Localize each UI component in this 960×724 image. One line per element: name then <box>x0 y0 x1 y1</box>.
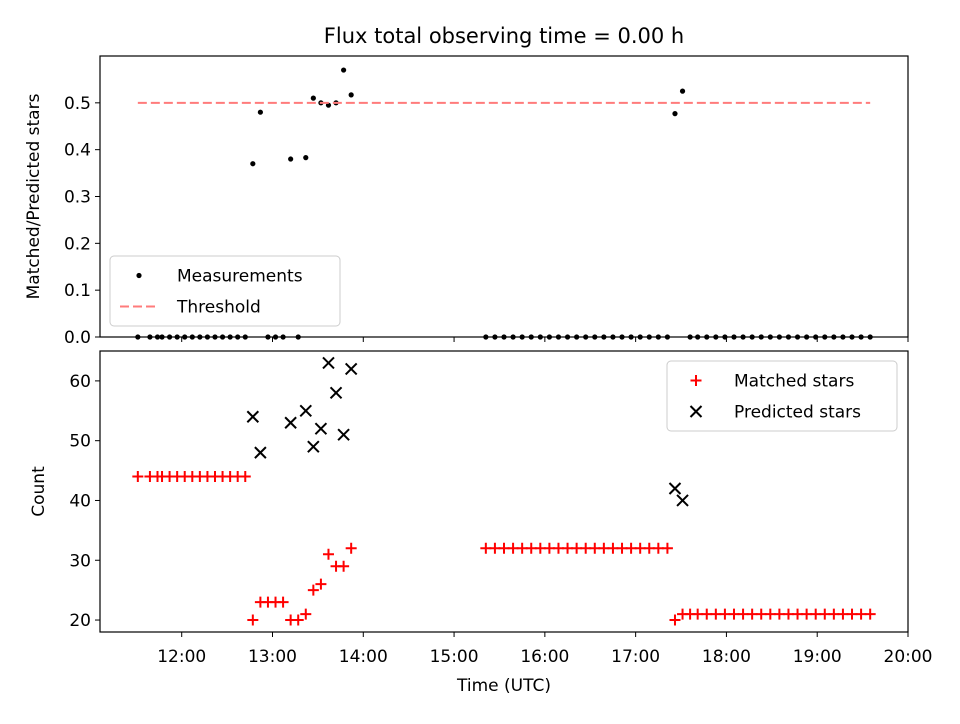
legend-box <box>109 255 341 327</box>
y-tick-label: 0.0 <box>64 328 91 348</box>
data-point <box>303 155 309 161</box>
data-point <box>300 608 312 620</box>
data-point <box>344 362 358 376</box>
x-tick-label: 14:00 <box>339 647 388 667</box>
data-point <box>288 156 294 162</box>
legend-swatch <box>689 405 703 418</box>
y-tick-label: 60 <box>69 372 91 392</box>
chart-title: Flux total observing time = 0.00 h <box>324 24 684 48</box>
y-tick-label: 50 <box>69 432 91 452</box>
data-point <box>322 356 335 370</box>
data-point <box>345 542 357 554</box>
data-point <box>668 482 682 495</box>
series-matched-stars <box>132 471 876 626</box>
series-predicted-stars <box>246 356 689 507</box>
data-point <box>247 614 259 626</box>
data-point <box>338 560 350 572</box>
legend-swatch <box>690 375 702 386</box>
data-point <box>257 109 263 115</box>
data-point <box>132 471 144 483</box>
data-point <box>254 446 267 459</box>
legend: Matched stars Predicted stars <box>666 360 898 432</box>
data-point <box>284 416 297 429</box>
data-point <box>315 578 327 590</box>
x-tick-label: 13:00 <box>248 647 297 667</box>
data-point <box>246 410 260 423</box>
data-point <box>310 95 316 101</box>
x-tick-label: 16:00 <box>520 647 569 667</box>
plot-frame <box>99 55 909 338</box>
y-tick-label: 0.1 <box>64 281 91 301</box>
y-tick-label: 30 <box>69 551 91 571</box>
x-tick-label: 12:00 <box>157 647 206 667</box>
plot-frame <box>99 350 909 633</box>
data-point <box>314 422 328 435</box>
data-point <box>239 471 251 483</box>
data-point <box>322 548 334 560</box>
y-tick-label: 0.5 <box>64 94 91 114</box>
x-tick-label: 18:00 <box>702 647 751 667</box>
data-point <box>672 111 678 117</box>
legend-box <box>666 360 898 432</box>
legend-label: Threshold <box>176 298 261 318</box>
data-point <box>292 614 304 626</box>
data-point <box>661 542 673 554</box>
y-tick-label: 0.4 <box>64 141 91 161</box>
legend-swatch <box>136 272 142 279</box>
legend-label: Predicted stars <box>734 403 861 423</box>
data-point <box>250 161 256 167</box>
x-tick-label: 20:00 <box>884 647 933 667</box>
data-point <box>341 67 347 73</box>
legend: Measurements Threshold <box>109 255 341 327</box>
x-tick-label: 17:00 <box>611 647 660 667</box>
legend-label: Matched stars <box>734 372 854 392</box>
data-point <box>348 92 354 98</box>
data-point <box>325 102 332 108</box>
panel-star-count: 20 30 40 50 60 12:00 13:00 14:00 15:00 16:00 17:00… <box>29 350 933 667</box>
data-point <box>676 494 689 507</box>
data-point <box>307 440 320 453</box>
y-tick-label: 20 <box>69 611 91 631</box>
data-point <box>329 386 343 400</box>
data-point <box>277 596 289 608</box>
y-tick-label: 0.2 <box>64 234 91 254</box>
x-axis-label: Time (UTC) <box>456 676 551 696</box>
x-tick-label: 19:00 <box>793 647 842 667</box>
y-tick-label: 40 <box>69 491 91 511</box>
data-point <box>337 428 350 441</box>
y-axis-label: Matched/Predicted stars <box>24 93 44 299</box>
data-point <box>669 614 681 626</box>
y-tick-label: 0.3 <box>64 188 91 208</box>
x-tick-label: 15:00 <box>430 647 479 667</box>
data-point <box>864 608 876 620</box>
legend-label: Measurements <box>177 267 303 287</box>
data-point <box>679 88 686 94</box>
panel-flux-ratio: 0.0 0.1 0.2 0.3 0.4 0.5 Matched/Predicted star… <box>24 55 909 348</box>
data-point <box>307 584 319 596</box>
data-point <box>299 404 312 417</box>
y-axis-label: Count <box>29 466 49 517</box>
